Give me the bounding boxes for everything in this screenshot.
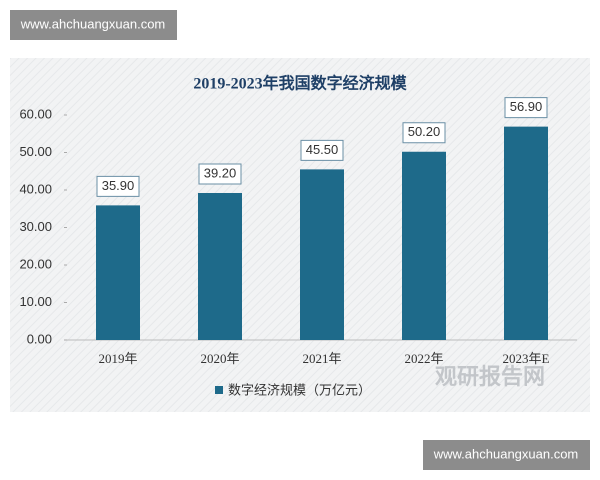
value-label: 39.20 <box>204 165 237 180</box>
value-label: 50.20 <box>408 124 441 139</box>
value-label-box <box>402 122 446 144</box>
banner-box <box>10 10 177 40</box>
value-label: 45.50 <box>306 142 339 157</box>
x-tick-label: 2023年E <box>503 351 550 366</box>
y-tick-label: 30.00 <box>19 219 52 234</box>
value-label-box <box>504 97 548 119</box>
banner: www.ahchuangxuan.com <box>433 446 579 461</box>
banner-box <box>423 440 590 470</box>
chart-title: 2019-2023年我国数字经济规模 <box>193 74 407 93</box>
y-tick-label: 10.00 <box>19 294 52 309</box>
x-tick-label: 2022年 <box>404 351 443 366</box>
legend-label: 数字经济规模（万亿元） <box>228 382 371 397</box>
x-tick-label: 2021年 <box>302 351 341 366</box>
banner: www.ahchuangxuan.com <box>20 16 166 31</box>
bar <box>504 126 548 340</box>
y-tick-label: 50.00 <box>19 144 52 159</box>
value-label-box <box>96 175 140 197</box>
x-tick-label: 2020年 <box>200 351 239 366</box>
y-tick-label: 40.00 <box>19 181 52 196</box>
y-tick-label: 60.00 <box>19 106 52 121</box>
value-label: 56.90 <box>510 99 543 114</box>
watermark: 观研报告网 <box>435 364 545 389</box>
bar <box>402 151 446 340</box>
bar <box>198 193 242 340</box>
legend-swatch <box>215 386 223 394</box>
bar <box>96 205 140 340</box>
value-label-box <box>198 163 242 185</box>
x-tick-label: 2019年 <box>98 351 137 366</box>
bar <box>300 169 344 340</box>
y-tick-label: 20.00 <box>19 256 52 271</box>
y-tick-label: 0.00 <box>27 331 52 346</box>
value-label: 35.90 <box>102 178 135 193</box>
value-label-box <box>300 139 344 161</box>
